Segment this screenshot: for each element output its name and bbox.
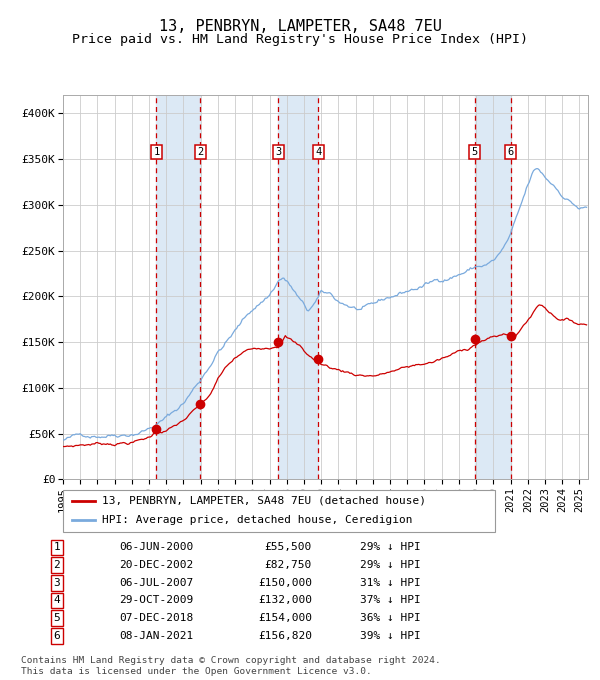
FancyBboxPatch shape <box>63 490 495 532</box>
Text: 29% ↓ HPI: 29% ↓ HPI <box>360 560 421 570</box>
Text: 20-DEC-2002: 20-DEC-2002 <box>119 560 193 570</box>
Text: 3: 3 <box>275 147 281 157</box>
Text: 06-JUL-2007: 06-JUL-2007 <box>119 578 193 588</box>
Bar <box>278 95 318 479</box>
Text: 39% ↓ HPI: 39% ↓ HPI <box>360 631 421 641</box>
Text: Contains HM Land Registry data © Crown copyright and database right 2024.: Contains HM Land Registry data © Crown c… <box>21 656 441 665</box>
Text: 36% ↓ HPI: 36% ↓ HPI <box>360 613 421 623</box>
Bar <box>475 95 511 479</box>
Text: 06-JUN-2000: 06-JUN-2000 <box>119 543 193 552</box>
Text: 13, PENBRYN, LAMPETER, SA48 7EU (detached house): 13, PENBRYN, LAMPETER, SA48 7EU (detache… <box>102 496 426 506</box>
Text: 5: 5 <box>53 613 61 623</box>
Text: 1: 1 <box>154 147 160 157</box>
Text: 08-JAN-2021: 08-JAN-2021 <box>119 631 193 641</box>
Text: 3: 3 <box>53 578 61 588</box>
Text: 13, PENBRYN, LAMPETER, SA48 7EU: 13, PENBRYN, LAMPETER, SA48 7EU <box>158 19 442 34</box>
Text: £82,750: £82,750 <box>265 560 312 570</box>
Text: £156,820: £156,820 <box>258 631 312 641</box>
Text: 29% ↓ HPI: 29% ↓ HPI <box>360 543 421 552</box>
Text: 29-OCT-2009: 29-OCT-2009 <box>119 596 193 605</box>
Text: £154,000: £154,000 <box>258 613 312 623</box>
Text: 4: 4 <box>53 596 61 605</box>
Text: 6: 6 <box>508 147 514 157</box>
Bar <box>157 95 200 479</box>
Text: Price paid vs. HM Land Registry's House Price Index (HPI): Price paid vs. HM Land Registry's House … <box>72 33 528 46</box>
Text: 6: 6 <box>53 631 61 641</box>
Text: £150,000: £150,000 <box>258 578 312 588</box>
Text: 4: 4 <box>315 147 322 157</box>
Text: 37% ↓ HPI: 37% ↓ HPI <box>360 596 421 605</box>
Text: This data is licensed under the Open Government Licence v3.0.: This data is licensed under the Open Gov… <box>21 667 372 676</box>
Text: HPI: Average price, detached house, Ceredigion: HPI: Average price, detached house, Cere… <box>102 515 412 525</box>
Text: 31% ↓ HPI: 31% ↓ HPI <box>360 578 421 588</box>
Text: £55,500: £55,500 <box>265 543 312 552</box>
Text: 2: 2 <box>197 147 203 157</box>
Text: 07-DEC-2018: 07-DEC-2018 <box>119 613 193 623</box>
Text: 2: 2 <box>53 560 61 570</box>
Text: 1: 1 <box>53 543 61 552</box>
Text: £132,000: £132,000 <box>258 596 312 605</box>
Text: 5: 5 <box>472 147 478 157</box>
